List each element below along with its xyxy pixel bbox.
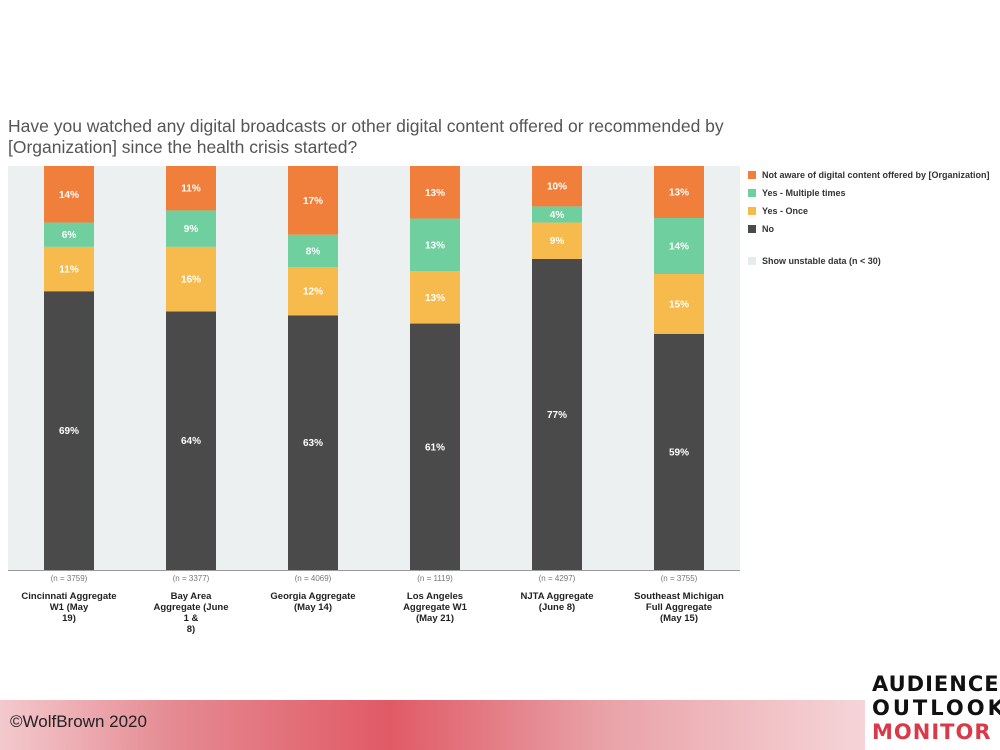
copyright: ©WolfBrown 2020 xyxy=(10,712,147,731)
data-label: 16% xyxy=(181,275,201,286)
legend-label: Not aware of digital content offered by … xyxy=(762,170,990,180)
legend-item[interactable]: Yes - Once xyxy=(748,206,990,216)
bar-segment xyxy=(410,166,460,219)
category-label: Southeast Michigan xyxy=(634,591,724,602)
bar-segment xyxy=(532,222,582,259)
bar-segment xyxy=(532,206,582,223)
data-label: 13% xyxy=(425,188,445,199)
legend-item[interactable]: No xyxy=(748,224,990,234)
category-label: Aggregate (June xyxy=(154,602,229,613)
category-label: Georgia Aggregate xyxy=(270,591,355,602)
data-label: 4% xyxy=(550,210,565,221)
sample-size-label: (n = 3759) xyxy=(51,574,88,583)
bar-segment xyxy=(166,311,216,570)
bar-segment xyxy=(410,271,460,324)
data-label: 13% xyxy=(425,293,445,304)
bar-segment xyxy=(654,334,704,570)
sample-size-label: (n = 3755) xyxy=(661,574,698,583)
data-label: 69% xyxy=(59,426,79,437)
data-label: 77% xyxy=(547,410,567,421)
data-label: 61% xyxy=(425,442,445,453)
data-label: 64% xyxy=(181,436,201,447)
bar-segment xyxy=(288,234,338,267)
legend: Not aware of digital content offered by … xyxy=(748,170,990,242)
stacked-bar-chart: 69% 11% 6% 14% (n = 3759) Cincinnati Aggregat… xyxy=(8,166,740,635)
data-label: 8% xyxy=(306,246,321,257)
audience-outlook-monitor-logo: AUDIENCE OUTLOOK MONITOR xyxy=(872,672,1000,744)
data-label: 15% xyxy=(669,300,689,311)
category-label: Full Aggregate xyxy=(646,602,712,613)
show-unstable-data-label: Show unstable data (n < 30) xyxy=(762,256,881,266)
bar-segment xyxy=(44,166,94,223)
category-label: (May 15) xyxy=(660,613,698,624)
data-label: 13% xyxy=(669,188,689,199)
data-label: 14% xyxy=(59,190,79,201)
category-label: (May 21) xyxy=(416,613,454,624)
plot-background xyxy=(8,166,740,570)
category-label: W1 (May xyxy=(50,602,89,613)
bar-segment xyxy=(288,267,338,316)
legend-swatch xyxy=(748,207,756,215)
bar-segment xyxy=(410,218,460,272)
category-label: (June 8) xyxy=(539,602,575,613)
data-label: 6% xyxy=(62,230,77,241)
bar-segment xyxy=(166,210,216,247)
category-label: 19) xyxy=(62,613,76,624)
show-unstable-data-toggle[interactable]: Show unstable data (n < 30) xyxy=(748,256,881,266)
data-label: 59% xyxy=(669,448,689,459)
bar-segment xyxy=(532,166,582,207)
category-label: NJTA Aggregate xyxy=(520,591,593,602)
legend-label: No xyxy=(762,224,774,234)
data-label: 63% xyxy=(303,438,323,449)
data-label: 17% xyxy=(303,196,323,207)
legend-label: Yes - Once xyxy=(762,206,809,216)
sample-size-label: (n = 4069) xyxy=(295,574,332,583)
data-label: 11% xyxy=(59,265,79,276)
legend-item[interactable]: Yes - Multiple times xyxy=(748,188,990,198)
chart-title: Have you watched any digital broadcasts … xyxy=(8,116,724,157)
bar-segment xyxy=(44,246,94,292)
data-label: 9% xyxy=(550,236,565,247)
category-label: 1 & xyxy=(184,613,199,624)
sample-size-label: (n = 4297) xyxy=(539,574,576,583)
bar-segment xyxy=(288,315,338,570)
legend-item[interactable]: Not aware of digital content offered by … xyxy=(748,170,990,180)
logo-line-1: AUDIENCE xyxy=(872,672,1000,696)
data-label: 14% xyxy=(669,242,689,253)
legend-swatch xyxy=(748,189,756,197)
category-label: (May 14) xyxy=(294,602,332,613)
bar-segment xyxy=(44,291,94,570)
legend-swatch xyxy=(748,171,756,179)
bar-segment xyxy=(44,222,94,247)
data-label: 10% xyxy=(547,182,567,193)
data-label: 9% xyxy=(184,224,199,235)
logo-line-3: MONITOR xyxy=(872,720,992,744)
data-label: 13% xyxy=(425,240,445,251)
bar-segment xyxy=(166,246,216,312)
logo-line-2: OUTLOOK xyxy=(872,696,1000,720)
bar-segment xyxy=(654,218,704,274)
category-label: Los Angeles xyxy=(407,591,463,602)
footer-band xyxy=(0,700,865,750)
category-label: Cincinnati Aggregate xyxy=(21,591,116,602)
checkbox-icon[interactable] xyxy=(748,257,756,265)
bar-segment xyxy=(654,274,704,334)
category-label: 8) xyxy=(187,624,195,635)
legend-label: Yes - Multiple times xyxy=(762,188,846,198)
category-label: Bay Area xyxy=(171,591,213,602)
bar-segment xyxy=(166,166,216,211)
bar-segment xyxy=(288,166,338,235)
legend-swatch xyxy=(748,225,756,233)
category-label: Aggregate W1 xyxy=(403,602,468,613)
sample-size-label: (n = 3377) xyxy=(173,574,210,583)
bar-segment xyxy=(532,258,582,570)
bar-segment xyxy=(654,166,704,218)
bar-segment xyxy=(410,323,460,570)
data-label: 11% xyxy=(181,184,201,195)
data-label: 12% xyxy=(303,287,323,298)
sample-size-label: (n = 1119) xyxy=(417,574,453,583)
